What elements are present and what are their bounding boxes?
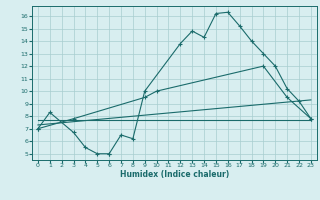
X-axis label: Humidex (Indice chaleur): Humidex (Indice chaleur) [120, 170, 229, 179]
